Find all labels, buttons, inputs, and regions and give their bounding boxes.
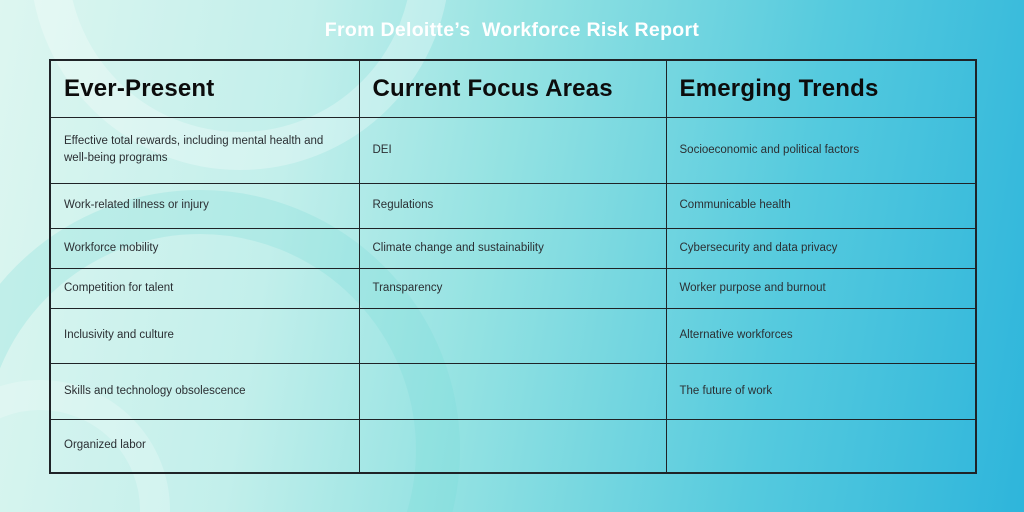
table-row: Work-related illness or injury Regulatio…: [49, 182, 977, 229]
table-cell: DEI: [358, 116, 667, 184]
table-row: Competition for talent Transparency Work…: [49, 267, 977, 309]
table-cell: Communicable health: [665, 182, 977, 229]
column-header-emerging-trends: Emerging Trends: [665, 59, 977, 118]
table-row: Organized labor: [49, 418, 977, 474]
column-header-current-focus-areas: Current Focus Areas: [358, 59, 667, 118]
table-cell: Skills and technology obsolescence: [49, 362, 360, 420]
table-cell: Regulations: [358, 182, 667, 229]
table-cell: [358, 307, 667, 364]
table-cell: Workforce mobility: [49, 227, 360, 269]
page-title: From Deloitte’s Workforce Risk Report: [324, 19, 700, 41]
workforce-risk-table: Ever-Present Current Focus Areas Emergin…: [49, 59, 977, 474]
table-cell: Organized labor: [49, 418, 360, 474]
table-cell: Cybersecurity and data privacy: [665, 227, 977, 269]
table-row: Workforce mobility Climate change and su…: [49, 227, 977, 269]
table-cell: The future of work: [665, 362, 977, 420]
table-cell: Work-related illness or injury: [49, 182, 360, 229]
table-cell: [665, 418, 977, 474]
column-header-ever-present: Ever-Present: [49, 59, 360, 118]
table-cell: [358, 418, 667, 474]
table-cell: Alternative workforces: [665, 307, 977, 364]
table-cell: Socioeconomic and political factors: [665, 116, 977, 184]
table-cell: Worker purpose and burnout: [665, 267, 977, 309]
table-cell: [358, 362, 667, 420]
table-header-row: Ever-Present Current Focus Areas Emergin…: [49, 59, 977, 118]
table-cell: Competition for talent: [49, 267, 360, 309]
table-cell: Effective total rewards, including menta…: [49, 116, 360, 184]
table-row: Skills and technology obsolescence The f…: [49, 362, 977, 420]
table-cell: Transparency: [358, 267, 667, 309]
table-row: Inclusivity and culture Alternative work…: [49, 307, 977, 364]
table-row: Effective total rewards, including menta…: [49, 116, 977, 184]
table-cell: Inclusivity and culture: [49, 307, 360, 364]
table-cell: Climate change and sustainability: [358, 227, 667, 269]
